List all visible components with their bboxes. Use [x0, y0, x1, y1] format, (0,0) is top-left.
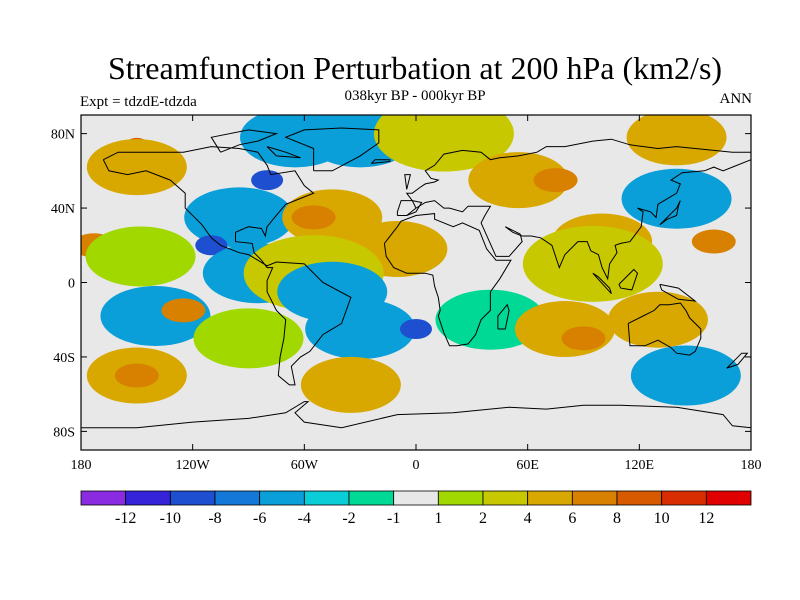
coastline: [404, 174, 412, 190]
colorbar-swatch: [214, 490, 261, 506]
map-axes: 80N 40N 0 40S 80S 180 120W 60W 0 60E 120E 180: [51, 115, 762, 473]
colorbar-label: -1: [387, 510, 400, 527]
lat-tick-label: 80S: [53, 425, 75, 440]
field-blob: [691, 229, 736, 254]
coastline: [370, 159, 391, 164]
coastline: [592, 272, 612, 295]
coastline: [284, 127, 380, 172]
field-blob: [607, 291, 708, 348]
field-blob: [291, 205, 336, 230]
colorbar-label: 4: [524, 510, 532, 527]
coastline: [497, 303, 510, 330]
colorbar-swatch: [661, 490, 707, 506]
colorbar-swatch: [437, 490, 484, 506]
lon-tick-label: 0: [413, 458, 420, 473]
field-blob: [400, 319, 432, 340]
field-blob: [193, 308, 304, 369]
colorbar-label: -2: [342, 510, 355, 527]
field-blob: [85, 226, 196, 287]
colorbar-label: 2: [479, 510, 487, 527]
field-blob: [468, 152, 569, 209]
lat-tick-label: 40N: [51, 202, 75, 217]
lon-tick-label: 60W: [291, 458, 319, 473]
field-blob: [114, 363, 159, 388]
coastline: [726, 352, 749, 369]
colorbar-swatch: [482, 490, 529, 506]
colorbar-swatch: [303, 490, 350, 506]
coastline: [659, 283, 697, 302]
colorbar-label: 12: [698, 510, 714, 527]
colorbar-label: -6: [253, 510, 266, 527]
colorbar-swatch: [348, 490, 395, 506]
field-blob: [184, 187, 295, 248]
lat-tick-label: 0: [68, 277, 75, 292]
lon-tick-label: 120W: [176, 458, 211, 473]
field-blob: [621, 168, 732, 229]
field-blob: [522, 225, 663, 302]
map-subtitle: 038kyr BP - 000kyr BP: [344, 88, 486, 104]
coastline: [102, 146, 352, 386]
coastline: [405, 138, 751, 281]
season-label: ANN: [719, 91, 753, 107]
coastline: [618, 268, 639, 291]
field-blob: [305, 299, 416, 360]
field-blob: [514, 301, 615, 358]
field-blob: [161, 298, 206, 323]
colorbar-label: 8: [613, 510, 621, 527]
coastline: [210, 129, 279, 153]
colorbar-swatch: [80, 490, 127, 506]
field-blob: [630, 345, 741, 406]
coastline: [81, 401, 751, 429]
colorbar-swatch: [169, 490, 216, 506]
colorbar-label: -8: [208, 510, 221, 527]
colorbar-swatch: [527, 490, 573, 506]
colorbar-label: 10: [654, 510, 670, 527]
lon-tick-label: 180: [741, 458, 762, 473]
colorbar-label: -10: [160, 510, 181, 527]
coastline: [627, 302, 702, 356]
field-blob: [195, 235, 228, 256]
colorbar-label: -4: [298, 510, 311, 527]
field-blob: [626, 115, 727, 166]
page-title: Streamfunction Perturbation at 200 hPa (…: [107, 50, 723, 86]
lon-tick-label: 60E: [516, 458, 539, 473]
lat-tick-label: 40S: [53, 351, 75, 366]
field-blob: [300, 356, 401, 413]
field-blob: [561, 326, 606, 351]
coastline: [266, 146, 301, 159]
lon-tick-label: 180: [71, 458, 92, 473]
field-blob: [373, 115, 514, 172]
lon-tick-label: 120E: [625, 458, 655, 473]
experiment-label: Expt = tdzdE-tdzda: [80, 94, 197, 110]
colorbar-label: 6: [568, 510, 576, 527]
colorbar-swatch: [705, 490, 752, 506]
lat-tick-label: 80N: [51, 128, 75, 143]
coastlines: [81, 127, 751, 429]
colorbar-swatch: [393, 490, 439, 506]
coastline: [659, 200, 681, 226]
colorbar-swatch: [616, 490, 663, 506]
colorbar-swatch: [125, 490, 171, 506]
field-blob: [86, 139, 187, 196]
colorbar: -12 -10 -8 -6 -4 -2 -1 1 2 4 6 8 10 12: [80, 490, 752, 527]
colorbar-swatch: [259, 490, 305, 506]
field-blob: [251, 170, 284, 191]
coastline: [383, 213, 512, 347]
colorbar-swatch: [571, 490, 618, 506]
field-blob: [533, 168, 578, 193]
colorbar-label: -12: [115, 510, 136, 527]
colorbar-label: 1: [434, 510, 442, 527]
